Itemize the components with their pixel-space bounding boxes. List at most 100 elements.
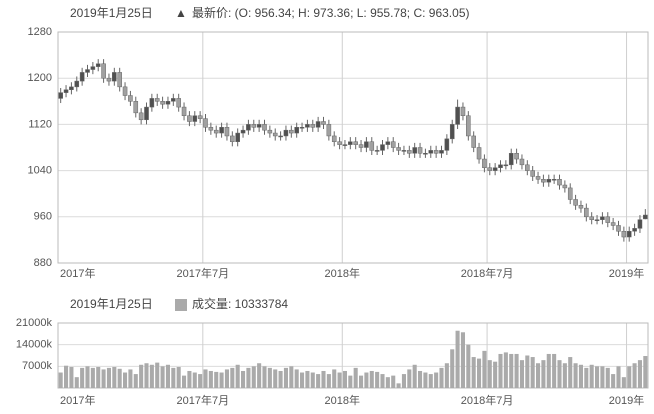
candle-body bbox=[230, 135, 235, 142]
volume-bar bbox=[289, 366, 294, 388]
volume-bar bbox=[568, 357, 573, 388]
candle-body bbox=[492, 167, 498, 171]
candle-body bbox=[117, 72, 122, 88]
plot-frame bbox=[57, 322, 649, 389]
candle-body bbox=[358, 144, 364, 148]
candle-body bbox=[79, 72, 85, 82]
candle-body bbox=[224, 127, 230, 137]
x-tick-label: 2018年 bbox=[325, 393, 360, 407]
volume-bar bbox=[460, 332, 465, 388]
volume-bar bbox=[144, 363, 149, 388]
y-tick-label: 1200 bbox=[28, 72, 52, 84]
volume-bar bbox=[509, 353, 514, 388]
candle-body bbox=[305, 124, 310, 128]
volume-bar bbox=[359, 375, 364, 388]
candle-body bbox=[498, 164, 503, 168]
candle-body bbox=[476, 147, 482, 160]
candle-body bbox=[251, 124, 257, 128]
volume-bar bbox=[300, 372, 305, 388]
candle-body bbox=[262, 124, 267, 131]
plot-frame bbox=[57, 31, 649, 264]
candle-body bbox=[551, 179, 557, 181]
candle-body bbox=[192, 115, 198, 122]
candle-body bbox=[632, 228, 637, 232]
legend-label: 最新价: (O: 956.34; H: 973.36; L: 955.78; C… bbox=[192, 5, 470, 20]
volume-bar bbox=[160, 366, 165, 388]
legend-label: 成交量: 10333784 bbox=[192, 296, 288, 311]
volume-bar bbox=[536, 363, 541, 388]
candle-body bbox=[176, 98, 181, 108]
volume-bar bbox=[305, 370, 310, 388]
volume-bar bbox=[557, 360, 562, 388]
volume-bar bbox=[455, 330, 460, 388]
volume-bar bbox=[187, 370, 192, 388]
volume-bar bbox=[106, 367, 111, 388]
candle-body bbox=[637, 219, 643, 229]
candle-body bbox=[326, 124, 332, 137]
volume-bar bbox=[519, 360, 524, 388]
volume-bar bbox=[171, 367, 176, 388]
candle-body bbox=[112, 72, 117, 82]
volume-bar bbox=[342, 370, 347, 388]
candle-body bbox=[348, 141, 353, 145]
candle-body bbox=[600, 216, 605, 220]
volume-bar bbox=[321, 370, 326, 388]
y-tick-label: 14000k bbox=[16, 339, 53, 351]
volume-bar bbox=[600, 366, 605, 388]
volume-bar bbox=[69, 366, 74, 388]
candle-body bbox=[557, 179, 562, 186]
candle-body bbox=[144, 106, 149, 121]
candle-body bbox=[466, 115, 471, 137]
volume-bar bbox=[117, 368, 122, 388]
candle-body bbox=[530, 170, 535, 177]
volume-bar bbox=[552, 353, 557, 388]
volume-bar bbox=[369, 370, 374, 388]
volume-bar bbox=[637, 360, 642, 388]
volume-bar bbox=[155, 362, 160, 388]
candle-body bbox=[578, 205, 584, 209]
volume-bar bbox=[364, 372, 369, 388]
volume-bar bbox=[375, 371, 380, 388]
chart-title: 2019年1月25日 bbox=[70, 297, 153, 311]
volume-bar bbox=[128, 369, 133, 388]
candle-body bbox=[138, 112, 144, 121]
volume-bar bbox=[337, 372, 342, 388]
volume-bar bbox=[310, 372, 315, 388]
volume-bar bbox=[139, 364, 144, 388]
chart-title: 2019年1月25日 bbox=[70, 6, 153, 20]
candle-body bbox=[374, 150, 380, 152]
volume-bar bbox=[589, 364, 594, 388]
candle-body bbox=[455, 106, 460, 125]
candle-body bbox=[289, 129, 294, 134]
volume-bar bbox=[257, 363, 262, 388]
volume-bar bbox=[525, 355, 530, 388]
volume-bar bbox=[262, 366, 267, 388]
candle-body bbox=[160, 101, 165, 105]
candle-body bbox=[428, 150, 434, 154]
candle-body bbox=[584, 207, 589, 218]
volume-bar bbox=[380, 374, 385, 388]
candle-body bbox=[525, 164, 530, 171]
volume-bar bbox=[80, 367, 85, 388]
volume-bar bbox=[418, 370, 423, 388]
x-tick-label: 2017年7月 bbox=[177, 266, 230, 280]
volume-bar bbox=[434, 372, 439, 388]
volume-bar bbox=[466, 344, 471, 388]
candle-body bbox=[460, 106, 466, 116]
volume-bar bbox=[541, 360, 546, 388]
volume-bar bbox=[439, 367, 444, 388]
volume-bar bbox=[477, 358, 482, 388]
volume-bar bbox=[198, 374, 203, 388]
candle-body bbox=[444, 138, 450, 151]
volume-bar bbox=[224, 369, 229, 388]
candle-body bbox=[106, 77, 112, 82]
candle-body bbox=[122, 86, 128, 96]
volume-bar bbox=[423, 372, 428, 388]
volume-bar bbox=[514, 353, 519, 388]
x-tick-label: 2019年 bbox=[609, 393, 644, 407]
candle-body bbox=[165, 101, 171, 105]
volume-bar bbox=[530, 357, 535, 388]
candle-body bbox=[535, 176, 541, 180]
candle-body bbox=[256, 124, 262, 128]
x-tick-label: 2018年 bbox=[325, 266, 360, 280]
